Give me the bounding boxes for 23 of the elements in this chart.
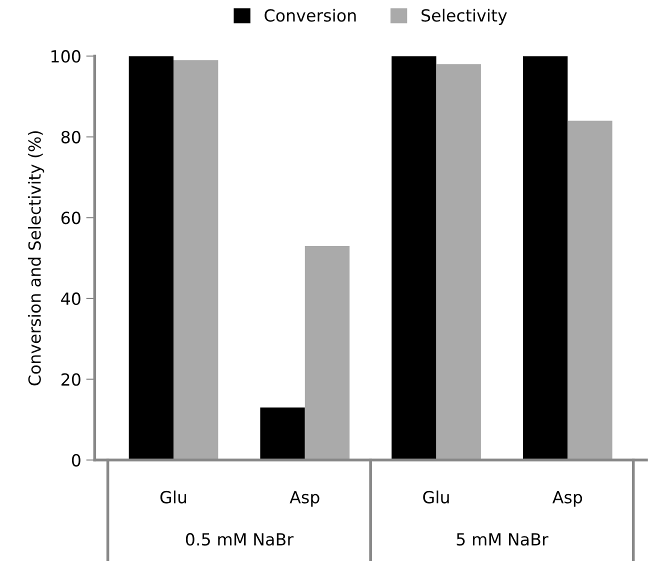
- bar: [260, 408, 305, 460]
- bar: [304, 246, 350, 460]
- bar: [436, 64, 481, 460]
- x-tick-label: Asp: [552, 491, 582, 507]
- x-tick-label: Asp: [290, 491, 320, 507]
- bar: [392, 56, 436, 460]
- y-axis-title: Conversion and Selectivity (%): [28, 131, 44, 386]
- bar: [568, 120, 612, 460]
- y-tick-label: 60: [61, 212, 80, 224]
- x-tick-label: Glu: [423, 490, 449, 504]
- legend-label: Conversion: [264, 8, 356, 22]
- bar: [174, 60, 218, 460]
- bar: [522, 56, 568, 460]
- text: 0.5 mM NaBr: [186, 533, 294, 546]
- legend-label: Selectivity: [422, 8, 507, 25]
- bar: [128, 56, 174, 460]
- y-tick-label: 80: [61, 130, 80, 144]
- text: 5 mM NaBr: [456, 533, 548, 546]
- y-tick-label: 100: [52, 50, 80, 63]
- y-tick-label: 0: [72, 454, 80, 467]
- y-tick-label: 20: [62, 373, 80, 386]
- y-tick-label: 40: [61, 292, 80, 306]
- x-tick-label: Glu: [160, 490, 186, 504]
